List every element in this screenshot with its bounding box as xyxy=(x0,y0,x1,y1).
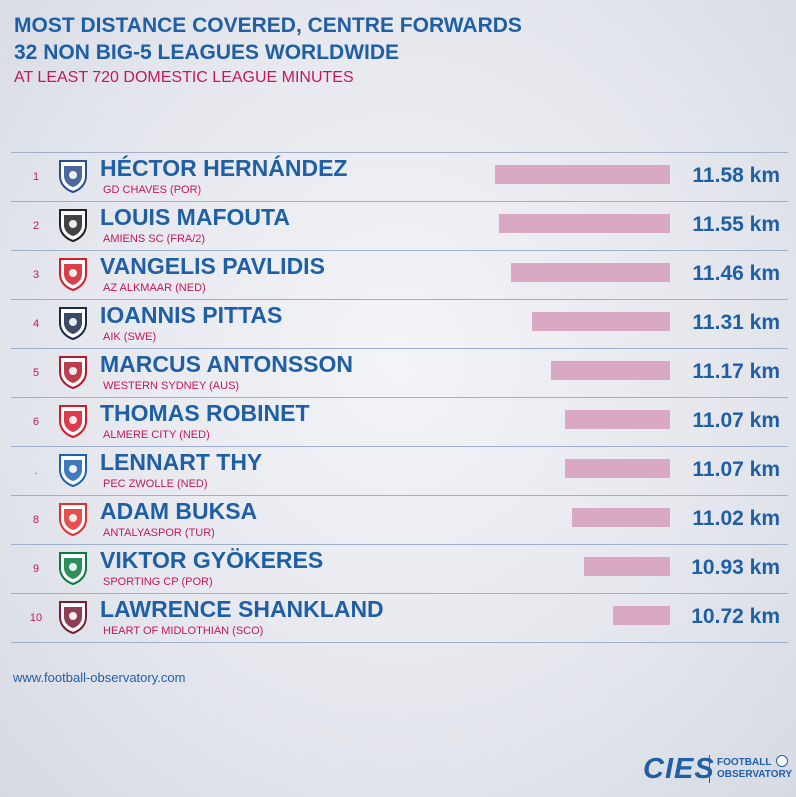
club-name: AMIENS SC (FRA/2) xyxy=(103,233,206,245)
hearts-crest-icon xyxy=(59,601,87,635)
distance-bar xyxy=(495,165,670,184)
rank-label: 9 xyxy=(32,563,40,575)
table-row: 5 MARCUS ANTONSSON WESTERN SYDNEY (AUS) 11.… xyxy=(11,349,788,398)
distance-value: 11.46 km xyxy=(692,262,780,285)
brand-text-line2: OBSERVATORY xyxy=(717,769,793,780)
football-icon xyxy=(776,755,788,767)
player-name: THOMAS ROBINET xyxy=(100,400,310,426)
player-name: VANGELIS PAVLIDIS xyxy=(100,253,325,279)
distance-value: 10.93 km xyxy=(691,556,780,579)
sporting-cp-crest-icon xyxy=(59,552,87,586)
brand-divider xyxy=(709,755,710,783)
distance-bar xyxy=(564,410,670,429)
chart-title-line2: 32 NON BIG-5 LEAGUES WORLDWIDE xyxy=(14,41,400,64)
ranking-table: 1 HÉCTOR HERNÁNDEZ GD CHAVES (POR) 11.58 km… xyxy=(11,152,788,643)
table-row: 1 HÉCTOR HERNÁNDEZ GD CHAVES (POR) 11.58 km xyxy=(11,153,788,202)
club-name: PEC ZWOLLE (NED) xyxy=(103,478,208,490)
table-row: 2 LOUIS MAFOUTA AMIENS SC (FRA/2) 11.55 km xyxy=(11,202,788,251)
table-row: . LENNART THY PEC ZWOLLE (NED) 11.07 km xyxy=(11,447,788,496)
table-row: 9 VIKTOR GYÖKERES SPORTING CP (POR) 10.93 k… xyxy=(11,545,788,594)
distance-bar xyxy=(612,606,670,625)
rank-label: 6 xyxy=(32,416,40,428)
distance-bar xyxy=(551,361,670,380)
player-name: MARCUS ANTONSSON xyxy=(100,351,354,377)
brand-mark: CIES xyxy=(643,753,715,785)
player-name: LAWRENCE SHANKLAND xyxy=(100,596,384,622)
rank-label: 1 xyxy=(32,171,40,183)
club-name: AZ ALKMAAR (NED) xyxy=(103,282,206,294)
rank-label: 10 xyxy=(29,612,43,624)
brand-text: FOOTBALL OBSERVATORY xyxy=(717,757,792,781)
player-name: LOUIS MAFOUTA xyxy=(100,204,290,230)
rank-label: 3 xyxy=(32,269,40,281)
player-name: LENNART THY xyxy=(100,449,263,475)
chart-title-line1: MOST DISTANCE COVERED, CENTRE FORWARDS xyxy=(14,14,522,37)
gd-chaves-crest-icon xyxy=(59,160,87,194)
distance-bar xyxy=(583,557,670,576)
distance-value: 11.55 km xyxy=(692,213,780,236)
amiens-sc-crest-icon xyxy=(59,209,87,243)
rank-label: 5 xyxy=(32,367,40,379)
distance-value: 11.31 km xyxy=(692,311,780,334)
player-name: IOANNIS PITTAS xyxy=(100,302,283,328)
aik-crest-icon xyxy=(59,307,87,341)
distance-bar xyxy=(511,263,670,282)
table-row: 8 ADAM BUKSA ANTALYASPOR (TUR) 11.02 km xyxy=(11,496,788,545)
distance-value: 11.02 km xyxy=(692,507,780,530)
table-row: 4 IOANNIS PITTAS AIK (SWE) 11.31 km xyxy=(11,300,788,349)
distance-bar xyxy=(571,508,670,527)
club-name: ALMERE CITY (NED) xyxy=(103,429,210,441)
distance-value: 11.07 km xyxy=(692,409,780,432)
chart-subtitle: AT LEAST 720 DOMESTIC LEAGUE MINUTES xyxy=(14,69,354,86)
player-name: ADAM BUKSA xyxy=(100,498,258,524)
brand-text-line1: FOOTBALL xyxy=(717,757,772,768)
rank-label: 8 xyxy=(32,514,40,526)
club-name: AIK (SWE) xyxy=(103,331,157,343)
table-row: 6 THOMAS ROBINET ALMERE CITY (NED) 11.07 km xyxy=(11,398,788,447)
table-row: 3 VANGELIS PAVLIDIS AZ ALKMAAR (NED) 11.46 … xyxy=(11,251,788,300)
distance-bar xyxy=(499,214,670,233)
almere-city-crest-icon xyxy=(59,405,87,439)
rank-label: . xyxy=(34,465,38,477)
rank-label: 4 xyxy=(32,318,40,330)
club-name: SPORTING CP (POR) xyxy=(103,576,213,588)
az-alkmaar-crest-icon xyxy=(59,258,87,292)
pec-zwolle-crest-icon xyxy=(59,454,87,488)
distance-value: 11.17 km xyxy=(692,360,780,383)
player-name: HÉCTOR HERNÁNDEZ xyxy=(100,155,348,181)
distance-value: 11.58 km xyxy=(692,164,780,187)
rank-label: 2 xyxy=(32,220,40,232)
player-name: VIKTOR GYÖKERES xyxy=(100,547,324,573)
club-name: WESTERN SYDNEY (AUS) xyxy=(103,380,240,392)
western-sydney-crest-icon xyxy=(59,356,87,390)
distance-bar xyxy=(564,459,670,478)
club-name: GD CHAVES (POR) xyxy=(103,184,202,196)
source-link[interactable]: www.football-observatory.com xyxy=(13,670,186,685)
table-row: 10 LAWRENCE SHANKLAND HEART OF MIDLOTHIAN … xyxy=(11,594,788,643)
chart-header: MOST DISTANCE COVERED, CENTRE FORWARDS 3… xyxy=(14,12,522,88)
club-name: HEART OF MIDLOTHIAN (SCO) xyxy=(103,625,264,637)
distance-value: 11.07 km xyxy=(692,458,780,481)
club-name: ANTALYASPOR (TUR) xyxy=(103,527,215,539)
distance-bar xyxy=(531,312,670,331)
distance-value: 10.72 km xyxy=(691,605,780,628)
antalyaspor-crest-icon xyxy=(59,503,87,537)
